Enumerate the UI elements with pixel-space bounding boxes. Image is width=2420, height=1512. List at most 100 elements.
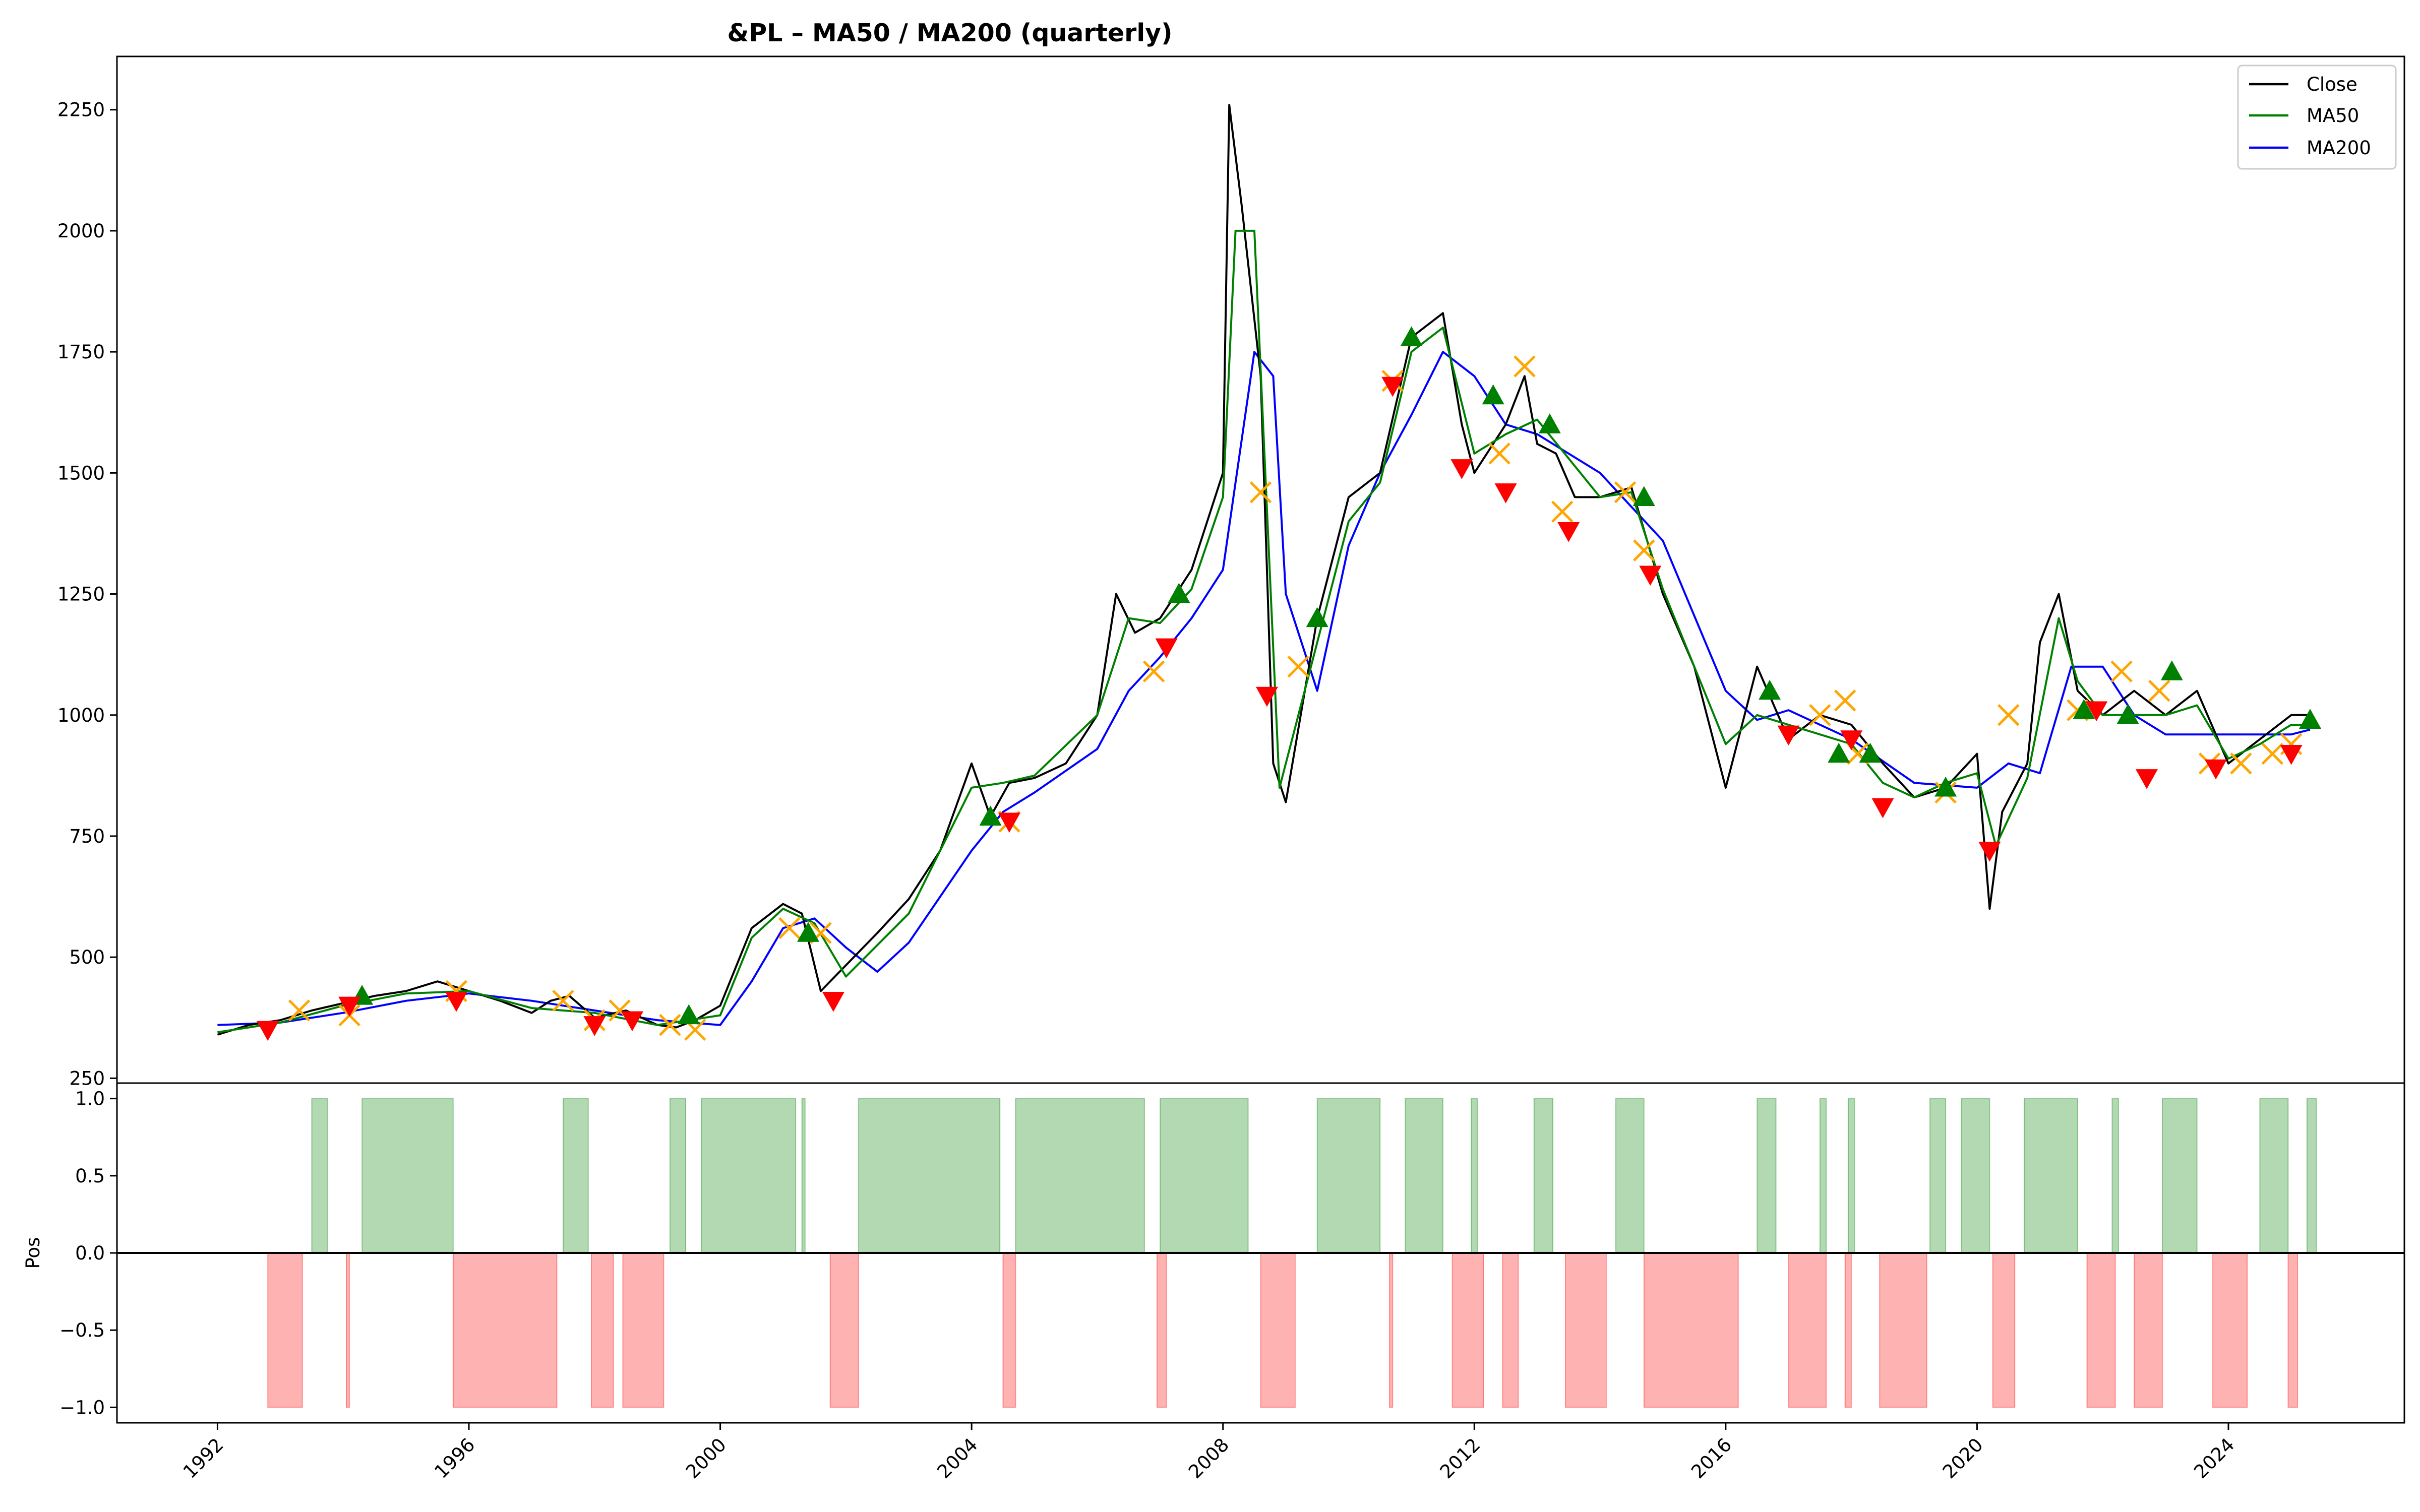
pos-y-tick-label: 1.0 bbox=[75, 1088, 105, 1110]
short-position-area bbox=[829, 1252, 859, 1408]
buy-marker bbox=[2073, 699, 2095, 719]
buy-marker bbox=[2116, 704, 2139, 724]
exit-marker bbox=[2110, 660, 2133, 683]
long-position-area bbox=[669, 1098, 687, 1254]
exit-marker bbox=[1249, 481, 1272, 503]
legend: Close MA50 MA200 bbox=[2237, 65, 2397, 170]
position-plot-area bbox=[117, 1098, 2404, 1408]
short-position-area bbox=[1451, 1252, 1484, 1408]
long-position-area bbox=[1929, 1098, 1947, 1254]
long-position-area bbox=[1015, 1098, 1145, 1254]
y-tick-label: 750 bbox=[69, 826, 105, 847]
short-position-area bbox=[1002, 1252, 1016, 1408]
legend-label-ma200: MA200 bbox=[2307, 137, 2371, 159]
buy-marker bbox=[1934, 776, 1957, 797]
exit-marker bbox=[1142, 660, 1165, 683]
buy-marker bbox=[678, 1004, 700, 1025]
y-tick-label: 2250 bbox=[57, 99, 105, 121]
long-position-area bbox=[2162, 1098, 2198, 1254]
sell-marker bbox=[1639, 565, 1662, 586]
buy-marker bbox=[2299, 709, 2322, 729]
sell-marker bbox=[583, 1016, 606, 1036]
long-position-area bbox=[311, 1098, 328, 1254]
series-line-ma200 bbox=[217, 351, 2311, 1026]
short-position-area bbox=[1156, 1252, 1167, 1408]
short-position-area bbox=[1643, 1252, 1739, 1408]
sell-marker bbox=[621, 1011, 644, 1032]
buy-marker bbox=[1759, 679, 1781, 700]
sell-marker bbox=[1155, 638, 1178, 659]
short-position-area bbox=[2287, 1252, 2298, 1408]
buy-marker bbox=[1859, 742, 1882, 763]
exit-marker bbox=[659, 1014, 681, 1036]
sell-marker bbox=[2085, 701, 2108, 722]
sell-marker bbox=[1557, 522, 1580, 542]
exit-marker bbox=[1488, 443, 1510, 465]
long-position-area bbox=[1160, 1098, 1249, 1254]
short-position-area bbox=[452, 1252, 558, 1408]
long-position-area bbox=[1847, 1098, 1855, 1254]
exit-marker bbox=[552, 989, 574, 1012]
sell-marker bbox=[1777, 725, 1800, 746]
short-position-area bbox=[2134, 1252, 2163, 1408]
short-position-area bbox=[622, 1252, 664, 1408]
long-position-area bbox=[1316, 1098, 1381, 1254]
exit-marker bbox=[778, 917, 801, 939]
position-y-axis-label: Pos bbox=[22, 1237, 44, 1269]
long-position-area bbox=[1405, 1098, 1443, 1254]
long-position-area bbox=[801, 1098, 806, 1254]
sell-marker bbox=[822, 992, 844, 1012]
series-line-ma50 bbox=[217, 229, 2310, 1034]
short-position-area bbox=[1260, 1252, 1296, 1408]
long-position-area bbox=[2306, 1098, 2317, 1254]
sell-marker bbox=[1255, 686, 1278, 707]
buy-marker bbox=[1828, 742, 1850, 763]
sell-marker bbox=[1871, 798, 1894, 818]
buy-marker bbox=[1400, 326, 1423, 346]
y-tick-label: 2000 bbox=[57, 220, 105, 242]
sell-marker bbox=[2280, 745, 2303, 765]
sell-marker bbox=[998, 812, 1020, 833]
buy-marker bbox=[1632, 486, 1655, 506]
short-position-area bbox=[1879, 1252, 1927, 1408]
short-position-area bbox=[345, 1252, 350, 1408]
long-position-area bbox=[1961, 1098, 1990, 1254]
exit-marker bbox=[2230, 752, 2252, 775]
sell-marker bbox=[1840, 730, 1863, 750]
exit-marker bbox=[1551, 500, 1574, 523]
y-tick-label: 1250 bbox=[57, 584, 105, 605]
y-tick-label: 1500 bbox=[57, 462, 105, 484]
pos-y-tick-label: 0.0 bbox=[75, 1242, 105, 1264]
position-y-axis: −1.0 −0.5 0.0 0.5 1.0 bbox=[59, 1088, 117, 1418]
buy-marker bbox=[1482, 384, 1504, 405]
exit-marker bbox=[288, 999, 311, 1022]
sell-marker bbox=[2135, 769, 2158, 789]
pos-y-tick-label: −1.0 bbox=[59, 1397, 105, 1418]
buy-marker bbox=[979, 805, 1002, 826]
short-position-area bbox=[1565, 1252, 1607, 1408]
long-position-area bbox=[701, 1098, 797, 1254]
long-position-area bbox=[1471, 1098, 1478, 1254]
long-position-area bbox=[2111, 1098, 2119, 1254]
long-position-area bbox=[858, 1098, 1001, 1254]
short-position-area bbox=[1788, 1252, 1827, 1408]
sell-marker bbox=[338, 996, 361, 1017]
long-position-area bbox=[1533, 1098, 1554, 1254]
sell-marker bbox=[2205, 759, 2227, 780]
sell-marker bbox=[1381, 376, 1404, 397]
exit-marker bbox=[1809, 704, 1831, 726]
sell-marker bbox=[1450, 459, 1473, 479]
short-position-area bbox=[1992, 1252, 2016, 1408]
price-y-axis: 250 500 750 1000 1250 1500 1750 2000 2250 bbox=[57, 99, 117, 1089]
buy-marker bbox=[1168, 583, 1190, 603]
position-panel: −1.0 −0.5 0.0 0.5 1.0 Pos bbox=[22, 1082, 2405, 1424]
sell-marker bbox=[445, 992, 468, 1012]
short-position-area bbox=[591, 1252, 614, 1408]
y-tick-label: 1000 bbox=[57, 705, 105, 726]
short-position-area bbox=[267, 1252, 303, 1408]
chart-title: &PL – MA50 / MA200 (quarterly) bbox=[728, 19, 1173, 47]
long-position-area bbox=[361, 1098, 454, 1254]
series-line-close bbox=[217, 104, 2310, 1036]
